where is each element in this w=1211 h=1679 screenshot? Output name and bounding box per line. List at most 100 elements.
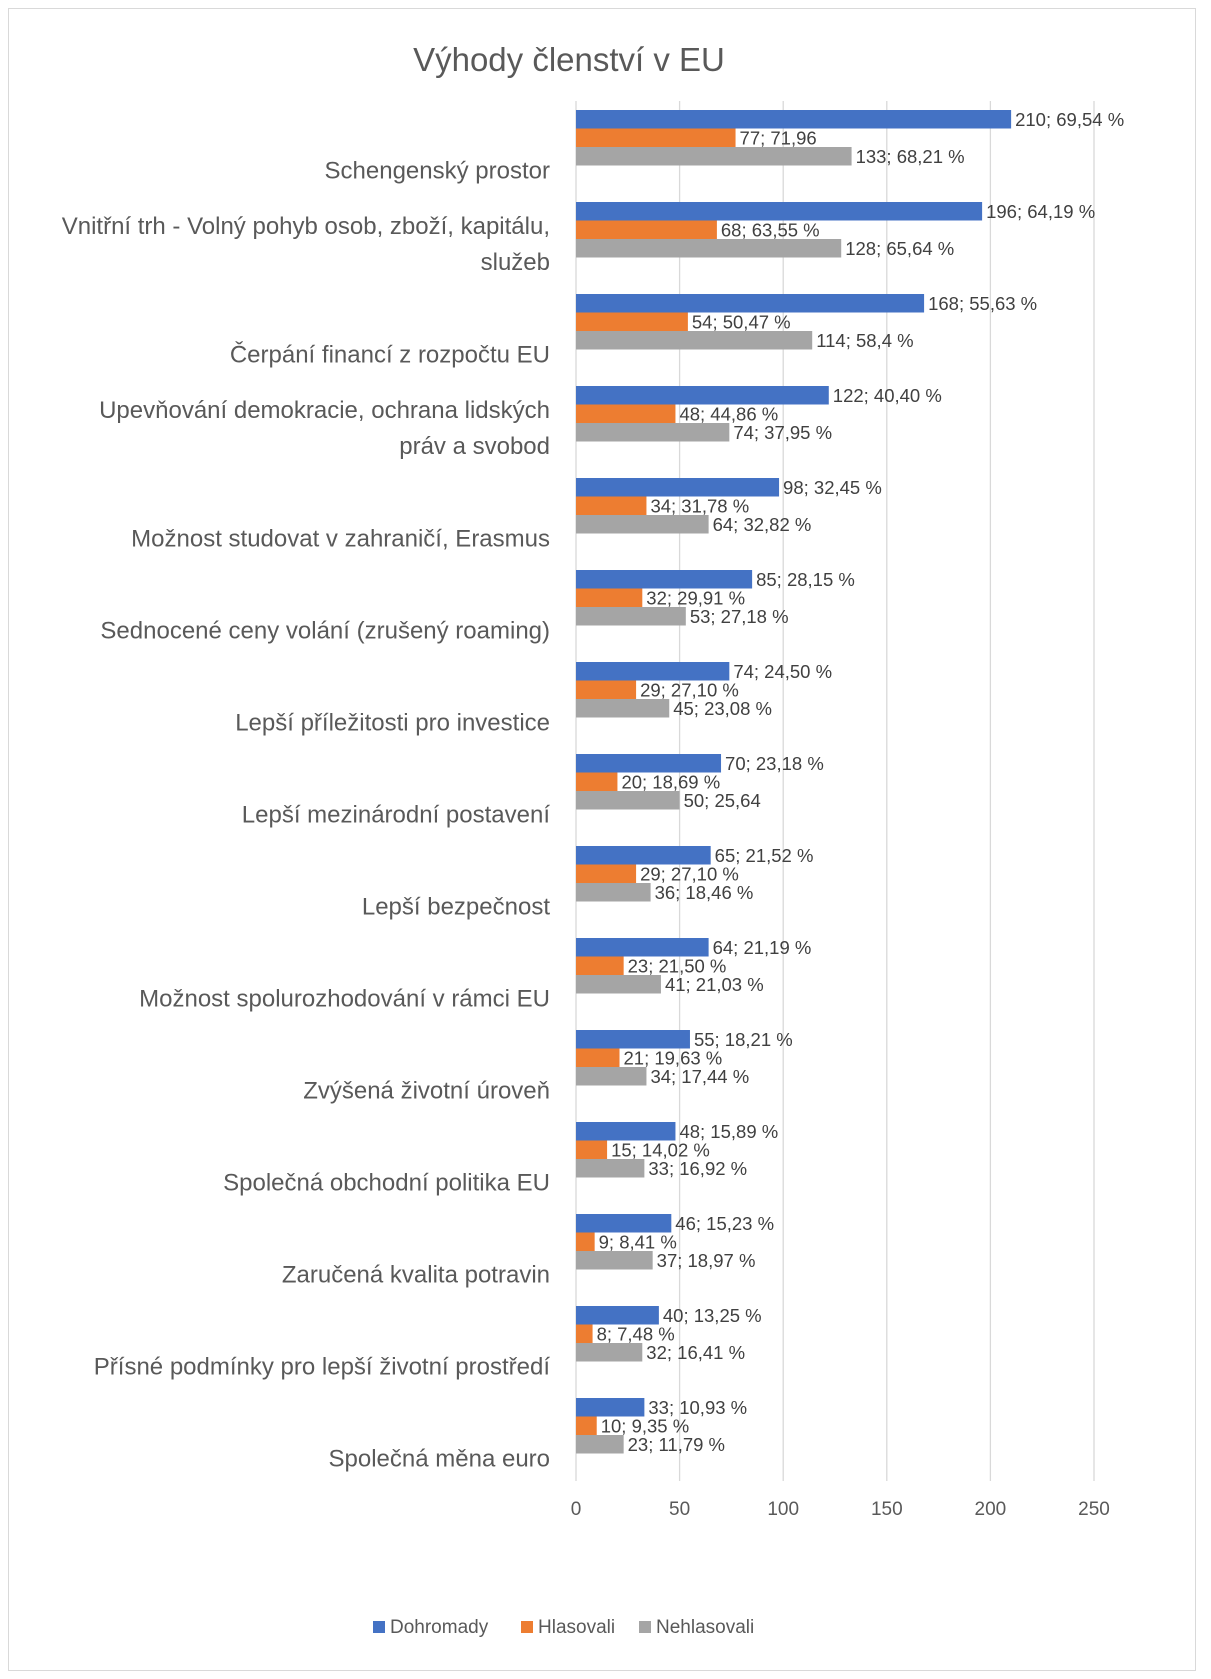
bar-hlasovali (576, 772, 618, 791)
data-label: 70; 23,18 % (725, 753, 824, 774)
data-label: 33; 10,93 % (648, 1397, 747, 1418)
x-tick-label: 150 (871, 1499, 903, 1520)
data-label: 48; 15,89 % (679, 1121, 778, 1142)
legend: Dohromady Hlasovali Nehlasovali (373, 1617, 754, 1638)
data-label: 85; 28,15 % (756, 569, 855, 590)
legend-swatch-dohromady (373, 1621, 385, 1633)
category-labels: Schengenský prostor Vnitřní trh - Volný p… (62, 158, 551, 1473)
bar-dohromady (576, 846, 711, 865)
bar-dohromady (576, 662, 730, 681)
bar-nehlasovali (576, 699, 670, 718)
bar-nehlasovali (576, 1343, 643, 1362)
data-label: 50; 25,64 (684, 790, 761, 811)
bar-hlasovali (576, 1140, 608, 1159)
bar-nehlasovali (576, 515, 709, 534)
data-label: 55; 18,21 % (694, 1029, 793, 1050)
category-label: Společná měna euro (329, 1446, 550, 1473)
data-label: 74; 24,50 % (733, 661, 832, 682)
data-label: 20; 18,69 % (621, 771, 720, 792)
data-label: 34; 17,44 % (650, 1066, 749, 1087)
category-label: Zaručená kvalita potravin (282, 1262, 550, 1289)
bar-hlasovali (576, 864, 637, 883)
data-label: 36; 18,46 % (655, 882, 754, 903)
bar-nehlasovali (576, 239, 842, 258)
bar-hlasovali (576, 680, 637, 699)
x-tick-label: 0 (571, 1499, 582, 1520)
data-label: 32; 16,41 % (646, 1342, 745, 1363)
data-label: 64; 32,82 % (713, 514, 812, 535)
data-label: 48; 44,86 % (679, 403, 778, 424)
data-label: 37; 18,97 % (657, 1250, 756, 1271)
bar-chart: 210; 69,54 % 77; 71,96 133; 68,21 % 196; 64… (62, 41, 1125, 1638)
legend-label: Hlasovali (538, 1617, 615, 1638)
bar-nehlasovali (576, 147, 852, 166)
category-label: Vnitřní trh - Volný pohyb osob, zboží, k… (62, 213, 550, 240)
bar-dohromady (576, 570, 753, 589)
category-label: Možnost spolurozhodování v rámci EU (139, 986, 550, 1013)
bar-dohromady (576, 110, 1012, 129)
bar-hlasovali (576, 128, 736, 147)
bar-nehlasovali (576, 1435, 624, 1454)
x-tick-label: 50 (669, 1499, 690, 1520)
category-label: Přísné podmínky pro lepší životní prostř… (94, 1354, 551, 1381)
bar-nehlasovali (576, 975, 661, 994)
data-label: 9; 8,41 % (599, 1231, 677, 1252)
data-label: 133; 68,21 % (856, 146, 965, 167)
data-label: 45; 23,08 % (673, 698, 772, 719)
bar-dohromady (576, 478, 780, 497)
category-label: Společná obchodní politika EU (223, 1170, 550, 1197)
data-label: 29; 27,10 % (640, 863, 739, 884)
data-label: 53; 27,18 % (690, 606, 789, 627)
bar-dohromady (576, 938, 709, 957)
bar-dohromady (576, 1030, 690, 1049)
category-label: Lepší bezpečnost (362, 894, 550, 921)
category-label: práv a svobod (399, 433, 550, 460)
x-tick-label: 250 (1078, 1499, 1110, 1520)
bar-nehlasovali (576, 1159, 645, 1178)
data-label: 128; 65,64 % (845, 238, 954, 259)
bar-nehlasovali (576, 607, 686, 626)
bar-nehlasovali (576, 791, 680, 810)
bar-nehlasovali (576, 331, 813, 350)
bar-hlasovali (576, 220, 717, 239)
data-label: 46; 15,23 % (675, 1213, 774, 1234)
bar-nehlasovali (576, 423, 730, 442)
bar-nehlasovali (576, 883, 651, 902)
data-labels: 210; 69,54 % 77; 71,96 133; 68,21 % 196; 64… (597, 109, 1125, 1455)
data-label: 21; 19,63 % (624, 1047, 723, 1068)
legend-swatch-nehlasovali (639, 1621, 651, 1633)
data-label: 8; 7,48 % (597, 1323, 675, 1344)
data-label: 168; 55,63 % (928, 293, 1037, 314)
bar-dohromady (576, 202, 983, 221)
category-label: Lepší příležitosti pro investice (235, 710, 550, 737)
bar-hlasovali (576, 1048, 620, 1067)
data-label: 196; 64,19 % (986, 201, 1095, 222)
data-label: 65; 21,52 % (715, 845, 814, 866)
bar-dohromady (576, 1306, 659, 1325)
chart-frame: 210; 69,54 % 77; 71,96 133; 68,21 % 196; 64… (8, 8, 1196, 1671)
data-label: 122; 40,40 % (833, 385, 942, 406)
bar-hlasovali (576, 1324, 593, 1343)
category-label: Čerpání financí z rozpočtu EU (230, 341, 550, 369)
category-label: Schengenský prostor (325, 158, 550, 185)
bars (576, 110, 1012, 1454)
data-label: 210; 69,54 % (1015, 109, 1124, 130)
data-label: 23; 21,50 % (628, 955, 727, 976)
data-label: 15; 14,02 % (611, 1139, 710, 1160)
category-label: Upevňování demokracie, ochrana lidských (99, 397, 550, 424)
data-label: 33; 16,92 % (648, 1158, 747, 1179)
bar-hlasovali (576, 956, 624, 975)
category-label: Zvýšená životní úroveň (303, 1078, 550, 1105)
bar-dohromady (576, 1122, 676, 1141)
category-label: Možnost studovat v zahraničí, Erasmus (131, 526, 550, 553)
data-label: 34; 31,78 % (650, 495, 749, 516)
data-label: 40; 13,25 % (663, 1305, 762, 1326)
legend-swatch-hlasovali (521, 1621, 533, 1633)
x-tick-label: 200 (975, 1499, 1007, 1520)
x-tick-label: 100 (767, 1499, 799, 1520)
bar-hlasovali (576, 404, 676, 423)
bar-dohromady (576, 1214, 672, 1233)
bar-hlasovali (576, 588, 643, 607)
data-label: 32; 29,91 % (646, 587, 745, 608)
bar-hlasovali (576, 496, 647, 515)
